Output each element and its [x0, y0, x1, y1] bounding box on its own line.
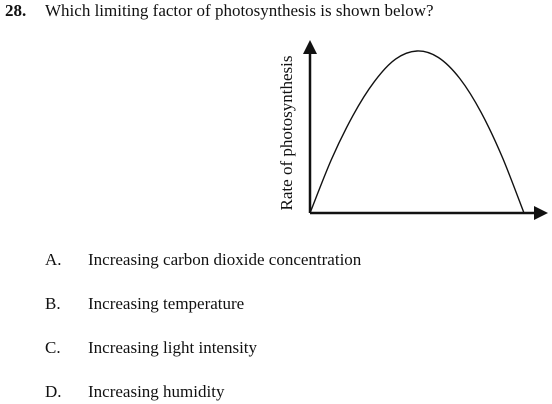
x-axis-arrowhead [534, 206, 548, 220]
question-text: Which limiting factor of photosynthesis … [45, 1, 434, 20]
graph-canvas: Rate of photosynthesis [277, 40, 548, 220]
option-a-text: Increasing carbon dioxide concentration [88, 250, 362, 269]
option-c-text: Increasing light intensity [88, 338, 258, 357]
photosynthesis-graph: Rate of photosynthesis [270, 38, 552, 228]
question-number: 28. [5, 1, 27, 20]
option-c-letter: C. [45, 338, 61, 357]
y-axis-arrowhead [303, 40, 317, 54]
option-d-text: Increasing humidity [88, 382, 225, 401]
option-a-letter: A. [45, 250, 62, 269]
option-b-text: Increasing temperature [88, 294, 245, 313]
option-d-letter: D. [45, 382, 62, 401]
option-b-letter: B. [45, 294, 61, 313]
y-axis-label: Rate of photosynthesis [277, 56, 296, 211]
rate-curve [309, 50, 525, 214]
